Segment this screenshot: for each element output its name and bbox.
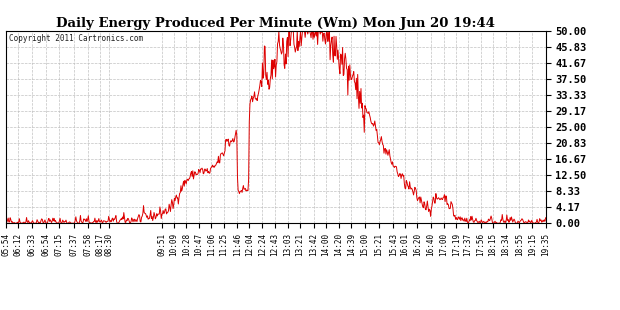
Title: Daily Energy Produced Per Minute (Wm) Mon Jun 20 19:44: Daily Energy Produced Per Minute (Wm) Mo… bbox=[56, 17, 495, 30]
Text: Copyright 2011 Cartronics.com: Copyright 2011 Cartronics.com bbox=[9, 34, 143, 43]
